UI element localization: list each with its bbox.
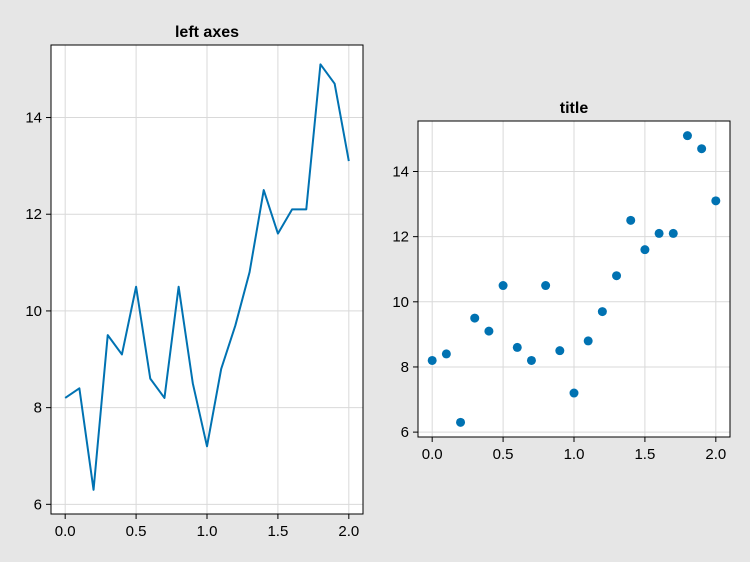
chart-panel-2: 0.0 0.5 1.0 1.5 2.0 6 8 10 12 14 title [392,100,731,463]
data-point [470,313,480,323]
data-point [597,307,607,317]
y-tick-label: 10 [392,294,409,311]
data-point [569,388,579,398]
chart-title: left axes [175,24,239,41]
chart-panel-1: 0.0 0.5 1.0 1.5 2.0 6 8 10 12 14 left axes [25,24,364,540]
x-tick-label: 0.0 [422,446,443,463]
chart-title: title [560,100,589,117]
data-point [711,196,721,206]
data-point [526,355,536,365]
data-point [640,245,650,255]
y-tick-label: 8 [401,359,409,376]
x-tick-label: 1.5 [267,523,288,540]
data-point [626,215,636,225]
data-point [697,144,707,154]
data-point [612,271,622,281]
series-line [64,63,350,491]
data-point [427,355,437,365]
y-tick-label: 8 [34,400,42,417]
y-tick-label: 10 [25,303,42,320]
y-tick-label: 14 [25,110,42,127]
x-tick-label: 2.0 [705,446,726,463]
x-tick-label: 0.5 [493,446,514,463]
y-tick-label: 12 [25,206,42,223]
x-tick-label: 1.0 [564,446,585,463]
x-tick-label: 1.0 [197,523,218,540]
data-point [682,131,692,141]
x-tick-label: 1.5 [634,446,655,463]
y-tick-label: 12 [392,229,409,246]
y-tick-label: 14 [392,163,409,180]
data-point [498,281,508,291]
data-point [668,228,678,238]
x-tick-label: 0.0 [55,523,76,540]
data-point [512,342,522,352]
y-tick-label: 6 [34,496,42,513]
data-point [583,336,593,346]
data-point [484,326,494,336]
data-point [654,228,664,238]
data-point [441,349,451,359]
x-tick-label: 2.0 [338,523,359,540]
y-tick-label: 6 [401,424,409,441]
data-point [456,417,466,427]
x-tick-label: 0.5 [126,523,147,540]
data-point [541,281,551,291]
data-point [555,346,565,356]
